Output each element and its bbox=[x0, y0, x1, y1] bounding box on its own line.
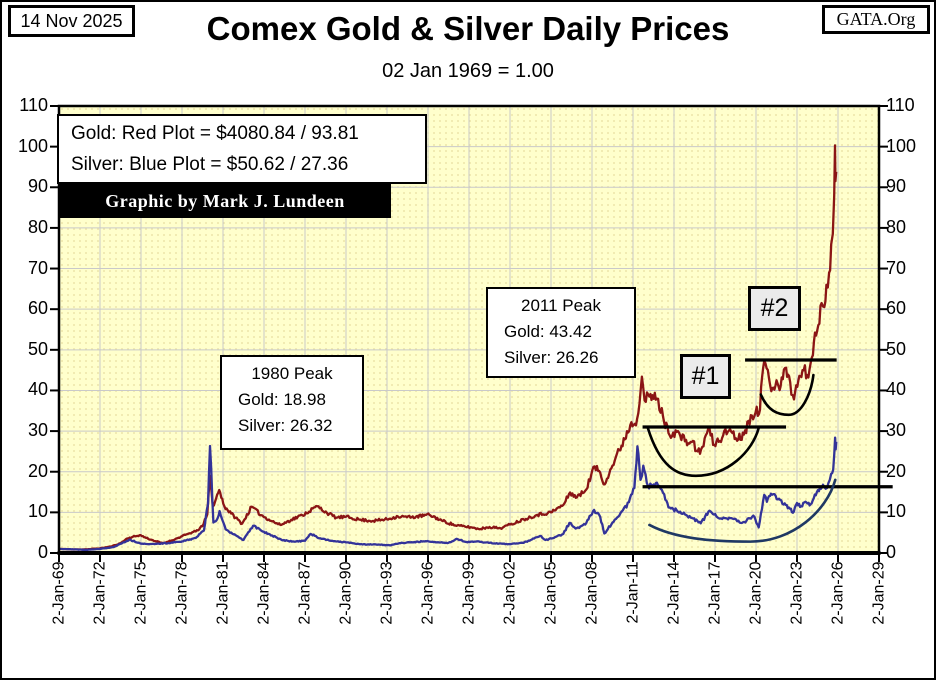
price-chart bbox=[50, 104, 893, 562]
x-axis-label: 2-Jan-26 bbox=[829, 561, 847, 625]
y-axis-label-left: 110 bbox=[19, 95, 48, 115]
x-axis-label: 2-Jan-78 bbox=[173, 561, 191, 625]
gold-price-line bbox=[58, 144, 838, 551]
x-axis-label: 2-Jan-05 bbox=[542, 561, 560, 625]
y-axis-label-left: 80 bbox=[27, 216, 48, 237]
y-axis-label-right: 70 bbox=[886, 257, 907, 278]
annotation-2011-peak: 2011 Peak Gold: 43.42 Silver: 26.26 bbox=[486, 287, 636, 378]
y-axis-label-left: 90 bbox=[27, 176, 48, 197]
x-axis-label: 2-Jan-72 bbox=[91, 561, 109, 625]
x-axis-label: 2-Jan-29 bbox=[870, 561, 888, 625]
annotation-1980-gold: Gold: 18.98 bbox=[238, 390, 326, 409]
x-axis-label: 2-Jan-75 bbox=[132, 561, 150, 625]
x-axis-label: 2-Jan-20 bbox=[747, 561, 765, 625]
annotation-1980-silver: Silver: 26.32 bbox=[238, 416, 333, 435]
cup-marker-1: #1 bbox=[680, 354, 731, 399]
y-axis-label-right: 30 bbox=[886, 420, 907, 441]
y-axis-label-left: 10 bbox=[27, 501, 48, 522]
x-axis-label: 2-Jan-81 bbox=[214, 561, 232, 625]
legend-box: Gold: Red Plot = $4080.84 / 93.81 Silver… bbox=[57, 114, 427, 184]
x-axis-label: 2-Jan-23 bbox=[788, 561, 806, 625]
gold-cup-2 bbox=[759, 373, 815, 417]
silver-cup bbox=[648, 478, 837, 543]
annotation-2011-silver: Silver: 26.26 bbox=[504, 348, 599, 367]
x-axis-label: 2-Jan-08 bbox=[583, 561, 601, 625]
y-axis-label-right: 80 bbox=[886, 216, 907, 237]
annotation-overlays bbox=[642, 358, 893, 543]
x-axis-label: 2-Jan-90 bbox=[337, 561, 355, 625]
y-axis-label-right: 110 bbox=[886, 95, 915, 115]
x-axis-label: 2-Jan-99 bbox=[460, 561, 478, 625]
y-axis-label-right: 60 bbox=[886, 298, 907, 319]
y-axis-label-right: 40 bbox=[886, 379, 907, 400]
y-axis-label-left: 60 bbox=[27, 298, 48, 319]
y-axis-label-right: 0 bbox=[886, 542, 897, 562]
y-axis-label-left: 0 bbox=[37, 542, 48, 562]
annotation-2011-gold: Gold: 43.42 bbox=[504, 322, 592, 341]
date-label: 14 Nov 2025 bbox=[20, 10, 123, 31]
y-axis-label-left: 40 bbox=[27, 379, 48, 400]
y-axis-label-right: 10 bbox=[886, 501, 907, 522]
page-title: Comex Gold & Silver Daily Prices bbox=[206, 10, 730, 47]
x-axis-label: 2-Jan-11 bbox=[624, 561, 642, 624]
legend-silver-label: Silver: Blue Plot = $50.62 / 27.36 bbox=[71, 154, 349, 175]
gold-cup-1 bbox=[646, 426, 761, 478]
annotation-2011-title: 2011 Peak bbox=[520, 296, 602, 315]
date-box: 14 Nov 2025 bbox=[8, 5, 135, 37]
y-axis-label-right: 100 bbox=[886, 135, 917, 156]
annotation-1980-title: 1980 Peak bbox=[251, 364, 333, 383]
x-axis-label: 2-Jan-14 bbox=[665, 561, 683, 625]
x-axis-label: 2-Jan-17 bbox=[706, 561, 724, 625]
y-axis-label-left: 70 bbox=[27, 257, 48, 278]
y-axis-label-left: 100 bbox=[17, 135, 48, 156]
x-axis-label: 2-Jan-69 bbox=[50, 561, 68, 625]
y-axis-label-left: 30 bbox=[27, 420, 48, 441]
y-axis-label-left: 50 bbox=[27, 338, 48, 359]
gridlines bbox=[59, 106, 879, 553]
x-axis-label: 2-Jan-96 bbox=[419, 561, 437, 625]
credit-banner: Graphic by Mark J. Lundeen bbox=[59, 184, 391, 218]
y-axis-label-right: 90 bbox=[886, 176, 907, 197]
silver-price-line bbox=[58, 436, 838, 552]
x-axis-label: 2-Jan-02 bbox=[501, 561, 519, 625]
cup-marker-2: #2 bbox=[748, 286, 801, 331]
page-subtitle: 02 Jan 1969 = 1.00 bbox=[382, 60, 554, 82]
y-axis-label-left: 20 bbox=[27, 460, 48, 481]
site-label: GATA.Org bbox=[836, 9, 916, 29]
y-axis-label-right: 50 bbox=[886, 338, 907, 359]
x-axis-label: 2-Jan-87 bbox=[296, 561, 314, 625]
annotation-1980-peak: 1980 Peak Gold: 18.98 Silver: 26.32 bbox=[220, 355, 364, 450]
site-box: GATA.Org bbox=[822, 5, 930, 34]
legend-gold-label: Gold: Red Plot = $4080.84 / 93.81 bbox=[71, 123, 359, 144]
y-axis-label-right: 20 bbox=[886, 460, 907, 481]
x-axis-label: 2-Jan-93 bbox=[378, 561, 396, 625]
x-axis-label: 2-Jan-84 bbox=[255, 561, 273, 625]
